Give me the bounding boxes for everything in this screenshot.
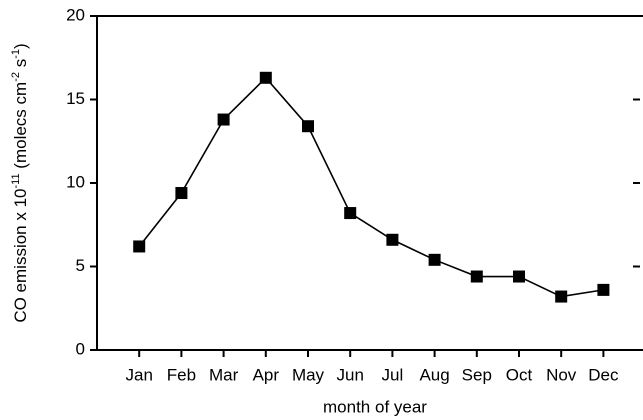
marker [513,270,525,283]
marker [344,207,357,220]
marker [470,270,483,283]
y-tick-label: 0 [76,339,85,358]
y-axis-label-part: ) [11,43,30,49]
y-axis-label-part: CO emission x 10 [11,189,30,323]
x-tick-label: Jul [382,365,404,384]
marker [428,253,441,266]
marker [386,233,399,246]
y-axis-label-part: -2 [10,72,22,82]
y-tick-label: 10 [66,172,85,191]
x-tick-label: Jun [336,365,363,384]
marker [217,113,230,126]
x-tick-label: Dec [588,365,619,384]
marker [175,187,188,200]
y-axis-label: CO emission x 10-11 (molecs cm-2 s-1) [10,43,31,322]
y-tick-label: 15 [66,89,85,108]
x-tick-label: Apr [253,365,280,384]
x-tick-label: Aug [419,365,449,384]
y-axis-label-part: (molecs cm [11,82,30,174]
y-axis-label-part: -1 [10,49,22,59]
x-tick-label: May [292,365,325,384]
y-axis-label-part: -11 [10,173,22,188]
x-tick-label: Feb [167,365,196,384]
x-tick-label: Jan [125,365,152,384]
x-axis-label: month of year [323,397,427,416]
x-tick-label: Oct [506,365,533,384]
marker [133,240,146,253]
y-tick-label: 20 [66,5,85,24]
y-tick-label: 5 [76,256,85,275]
x-tick-label: Sep [462,365,492,384]
x-tick-label: Nov [546,365,577,384]
x-tick-label: Mar [209,365,239,384]
marker [597,283,610,296]
marker [555,290,568,303]
marker [302,120,314,133]
y-axis-label-part: s [11,59,30,72]
line [138,76,604,298]
marker [259,71,272,84]
